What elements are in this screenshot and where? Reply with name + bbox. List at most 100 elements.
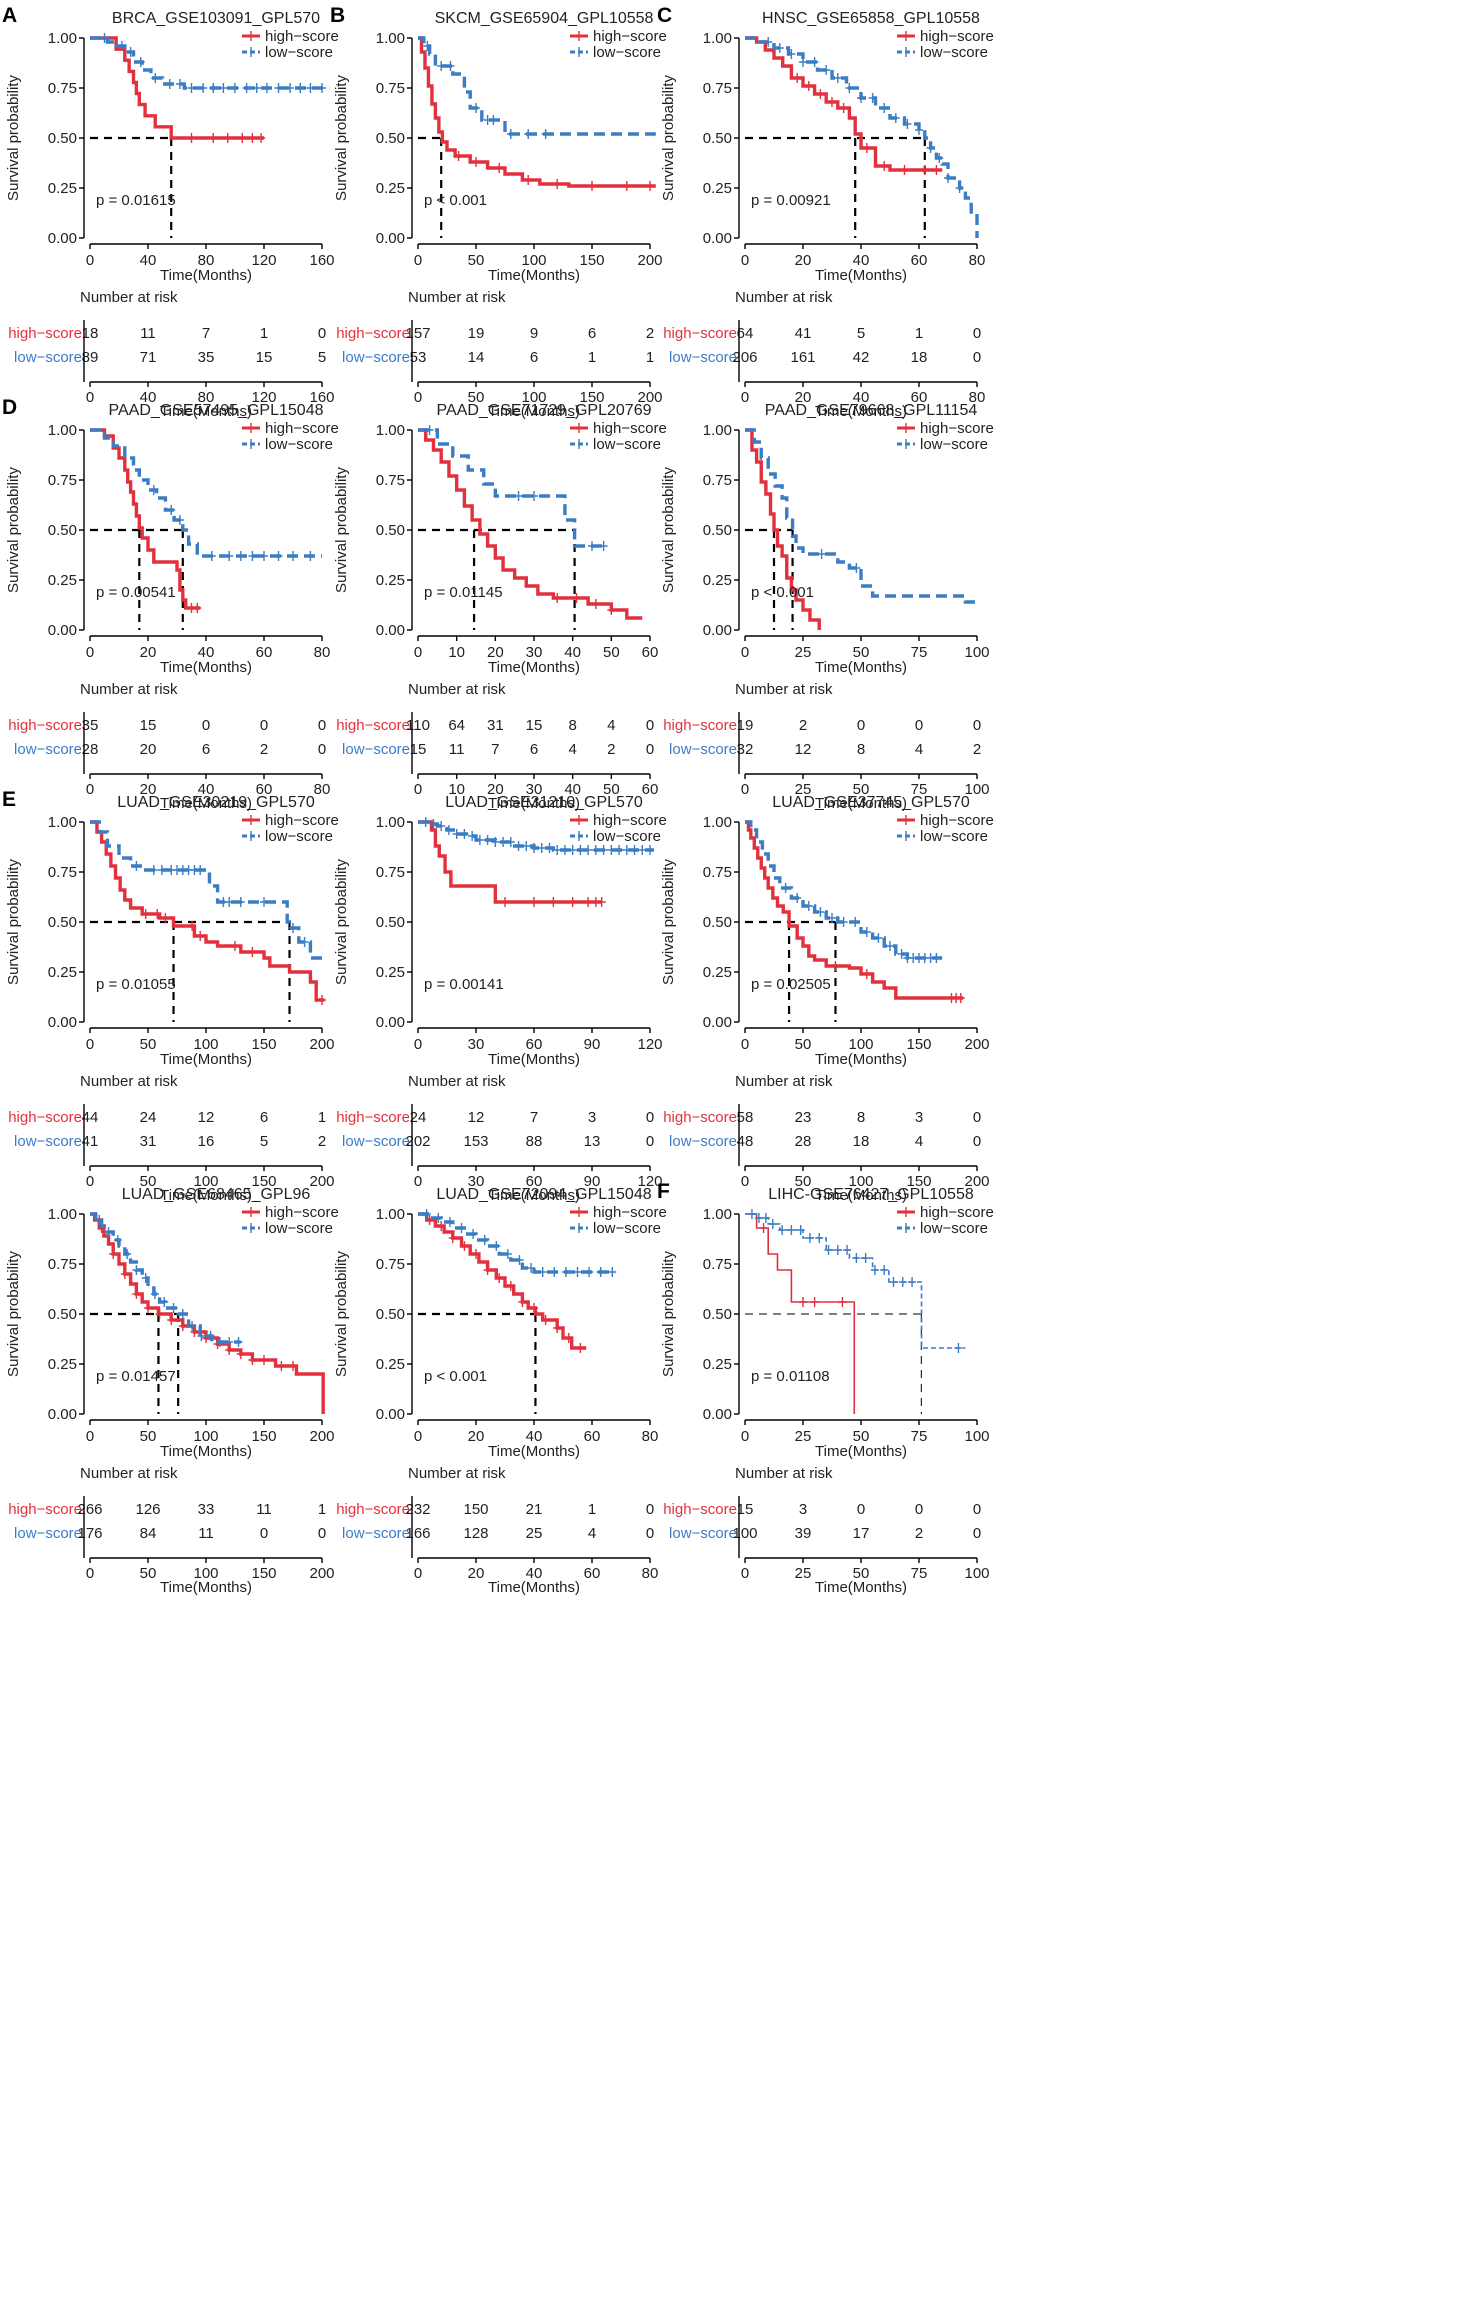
high-score-curve [90, 820, 325, 1002]
risk-count: 48 [737, 1133, 754, 1150]
risk-count: 2 [607, 741, 615, 758]
y-tick-label: 1.00 [376, 30, 405, 47]
risk-count: 4 [915, 1133, 923, 1150]
chart-title: LUAD_GSE72094_GPL15048 [436, 1186, 651, 1203]
x-tick-label: 0 [86, 252, 94, 269]
risk-count: 4 [915, 741, 923, 758]
legend-high-label: high−score [920, 812, 994, 829]
censor-mark [954, 1343, 963, 1353]
censor-mark [868, 93, 877, 103]
chart-title: LUAD_GSE31210_GPL570 [445, 794, 643, 811]
x-tick-label: 50 [853, 1428, 870, 1445]
risk-count: 0 [857, 1501, 865, 1518]
censor-mark [151, 73, 160, 83]
censor-mark [549, 897, 558, 907]
high-score-curve [90, 428, 201, 610]
p-value: p = 0.00141 [424, 976, 504, 993]
risk-x-tick-label: 40 [198, 781, 215, 798]
risk-count: 24 [410, 1109, 427, 1126]
y-tick-label: 0.00 [48, 230, 77, 247]
risk-row-label-low: low−score [669, 1525, 737, 1542]
risk-table-title: Number at risk [80, 1465, 178, 1482]
risk-row-label-low: low−score [669, 349, 737, 366]
censor-mark [889, 1277, 898, 1287]
risk-x-tick-label: 40 [140, 389, 157, 406]
risk-count: 41 [795, 325, 812, 342]
censor-mark [296, 83, 305, 93]
censor-mark [421, 817, 430, 827]
y-tick-label: 0.50 [48, 522, 77, 539]
censor-mark [793, 73, 802, 83]
censor-mark [109, 1249, 118, 1259]
risk-x-tick-label: 0 [414, 781, 422, 798]
risk-count: 28 [795, 1133, 812, 1150]
censor-mark [452, 829, 461, 839]
censor-mark [833, 73, 842, 83]
x-tick-label: 50 [468, 252, 485, 269]
risk-row-label-low: low−score [14, 741, 82, 758]
km-panel-3: C HNSC_GSE65858_GPL10558 0.00 0.25 0.50 0.75 1… [657, 4, 994, 420]
y-tick-label: 0.50 [703, 130, 732, 147]
legend-high-label: high−score [593, 420, 667, 437]
censor-mark [437, 61, 446, 71]
y-tick-label: 0.00 [376, 1014, 405, 1031]
legend-high-label: high−score [593, 812, 667, 829]
risk-count: 0 [646, 717, 654, 734]
censor-mark [472, 103, 480, 113]
x-axis-label: Time(Months) [488, 267, 580, 284]
risk-row-label-low: low−score [669, 741, 737, 758]
y-tick-label: 1.00 [703, 1206, 732, 1223]
x-tick-label: 200 [964, 1036, 989, 1053]
risk-count: 64 [448, 717, 465, 734]
risk-x-tick-label: 120 [251, 389, 276, 406]
p-value: p = 0.01145 [424, 584, 503, 601]
censor-mark [100, 33, 109, 43]
y-axis-label: Survival probability [660, 1251, 677, 1377]
censor-mark [831, 961, 840, 971]
risk-x-axis-label: Time(Months) [488, 795, 580, 812]
risk-count: 8 [857, 1109, 865, 1126]
censor-mark [537, 843, 546, 853]
risk-x-tick-label: 100 [521, 389, 546, 406]
risk-count: 206 [732, 349, 757, 366]
x-tick-label: 100 [193, 1428, 218, 1445]
risk-count: 161 [790, 349, 815, 366]
censor-mark [804, 81, 813, 91]
risk-x-tick-label: 80 [969, 389, 986, 406]
censor-mark [248, 551, 257, 561]
risk-x-tick-label: 50 [853, 1565, 870, 1582]
censor-mark [514, 491, 523, 501]
censor-mark [165, 79, 174, 89]
x-tick-label: 50 [140, 1036, 157, 1053]
risk-x-tick-label: 150 [251, 1565, 276, 1582]
risk-x-tick-label: 60 [256, 781, 273, 798]
risk-x-tick-label: 90 [584, 1173, 601, 1190]
x-axis-label: Time(Months) [815, 267, 907, 284]
risk-count: 7 [530, 1109, 538, 1126]
censor-mark [277, 1361, 286, 1371]
censor-mark [584, 845, 593, 855]
risk-x-tick-label: 60 [911, 389, 928, 406]
censor-mark [591, 599, 600, 609]
risk-row-label-low: low−score [14, 1525, 82, 1542]
risk-x-tick-label: 10 [448, 781, 465, 798]
y-tick-label: 0.00 [703, 1014, 732, 1031]
censor-mark [499, 837, 508, 847]
risk-count: 41 [82, 1133, 99, 1150]
censor-mark [932, 165, 941, 175]
censor-mark [561, 1267, 570, 1277]
x-tick-label: 100 [521, 252, 546, 269]
censor-mark [599, 541, 608, 551]
risk-count: 3 [799, 1501, 807, 1518]
censor-mark [607, 845, 616, 855]
risk-count: 2 [260, 741, 268, 758]
censor-mark [492, 1241, 501, 1251]
y-tick-label: 0.75 [703, 1256, 732, 1273]
p-value: p = 0.01615 [96, 192, 176, 209]
y-tick-label: 0.50 [376, 522, 405, 539]
high-score-curve [418, 428, 643, 620]
risk-row-label-high: high−score [8, 1109, 82, 1126]
risk-count: 6 [588, 325, 596, 342]
censor-mark [576, 1343, 585, 1353]
censor-mark [816, 89, 825, 99]
